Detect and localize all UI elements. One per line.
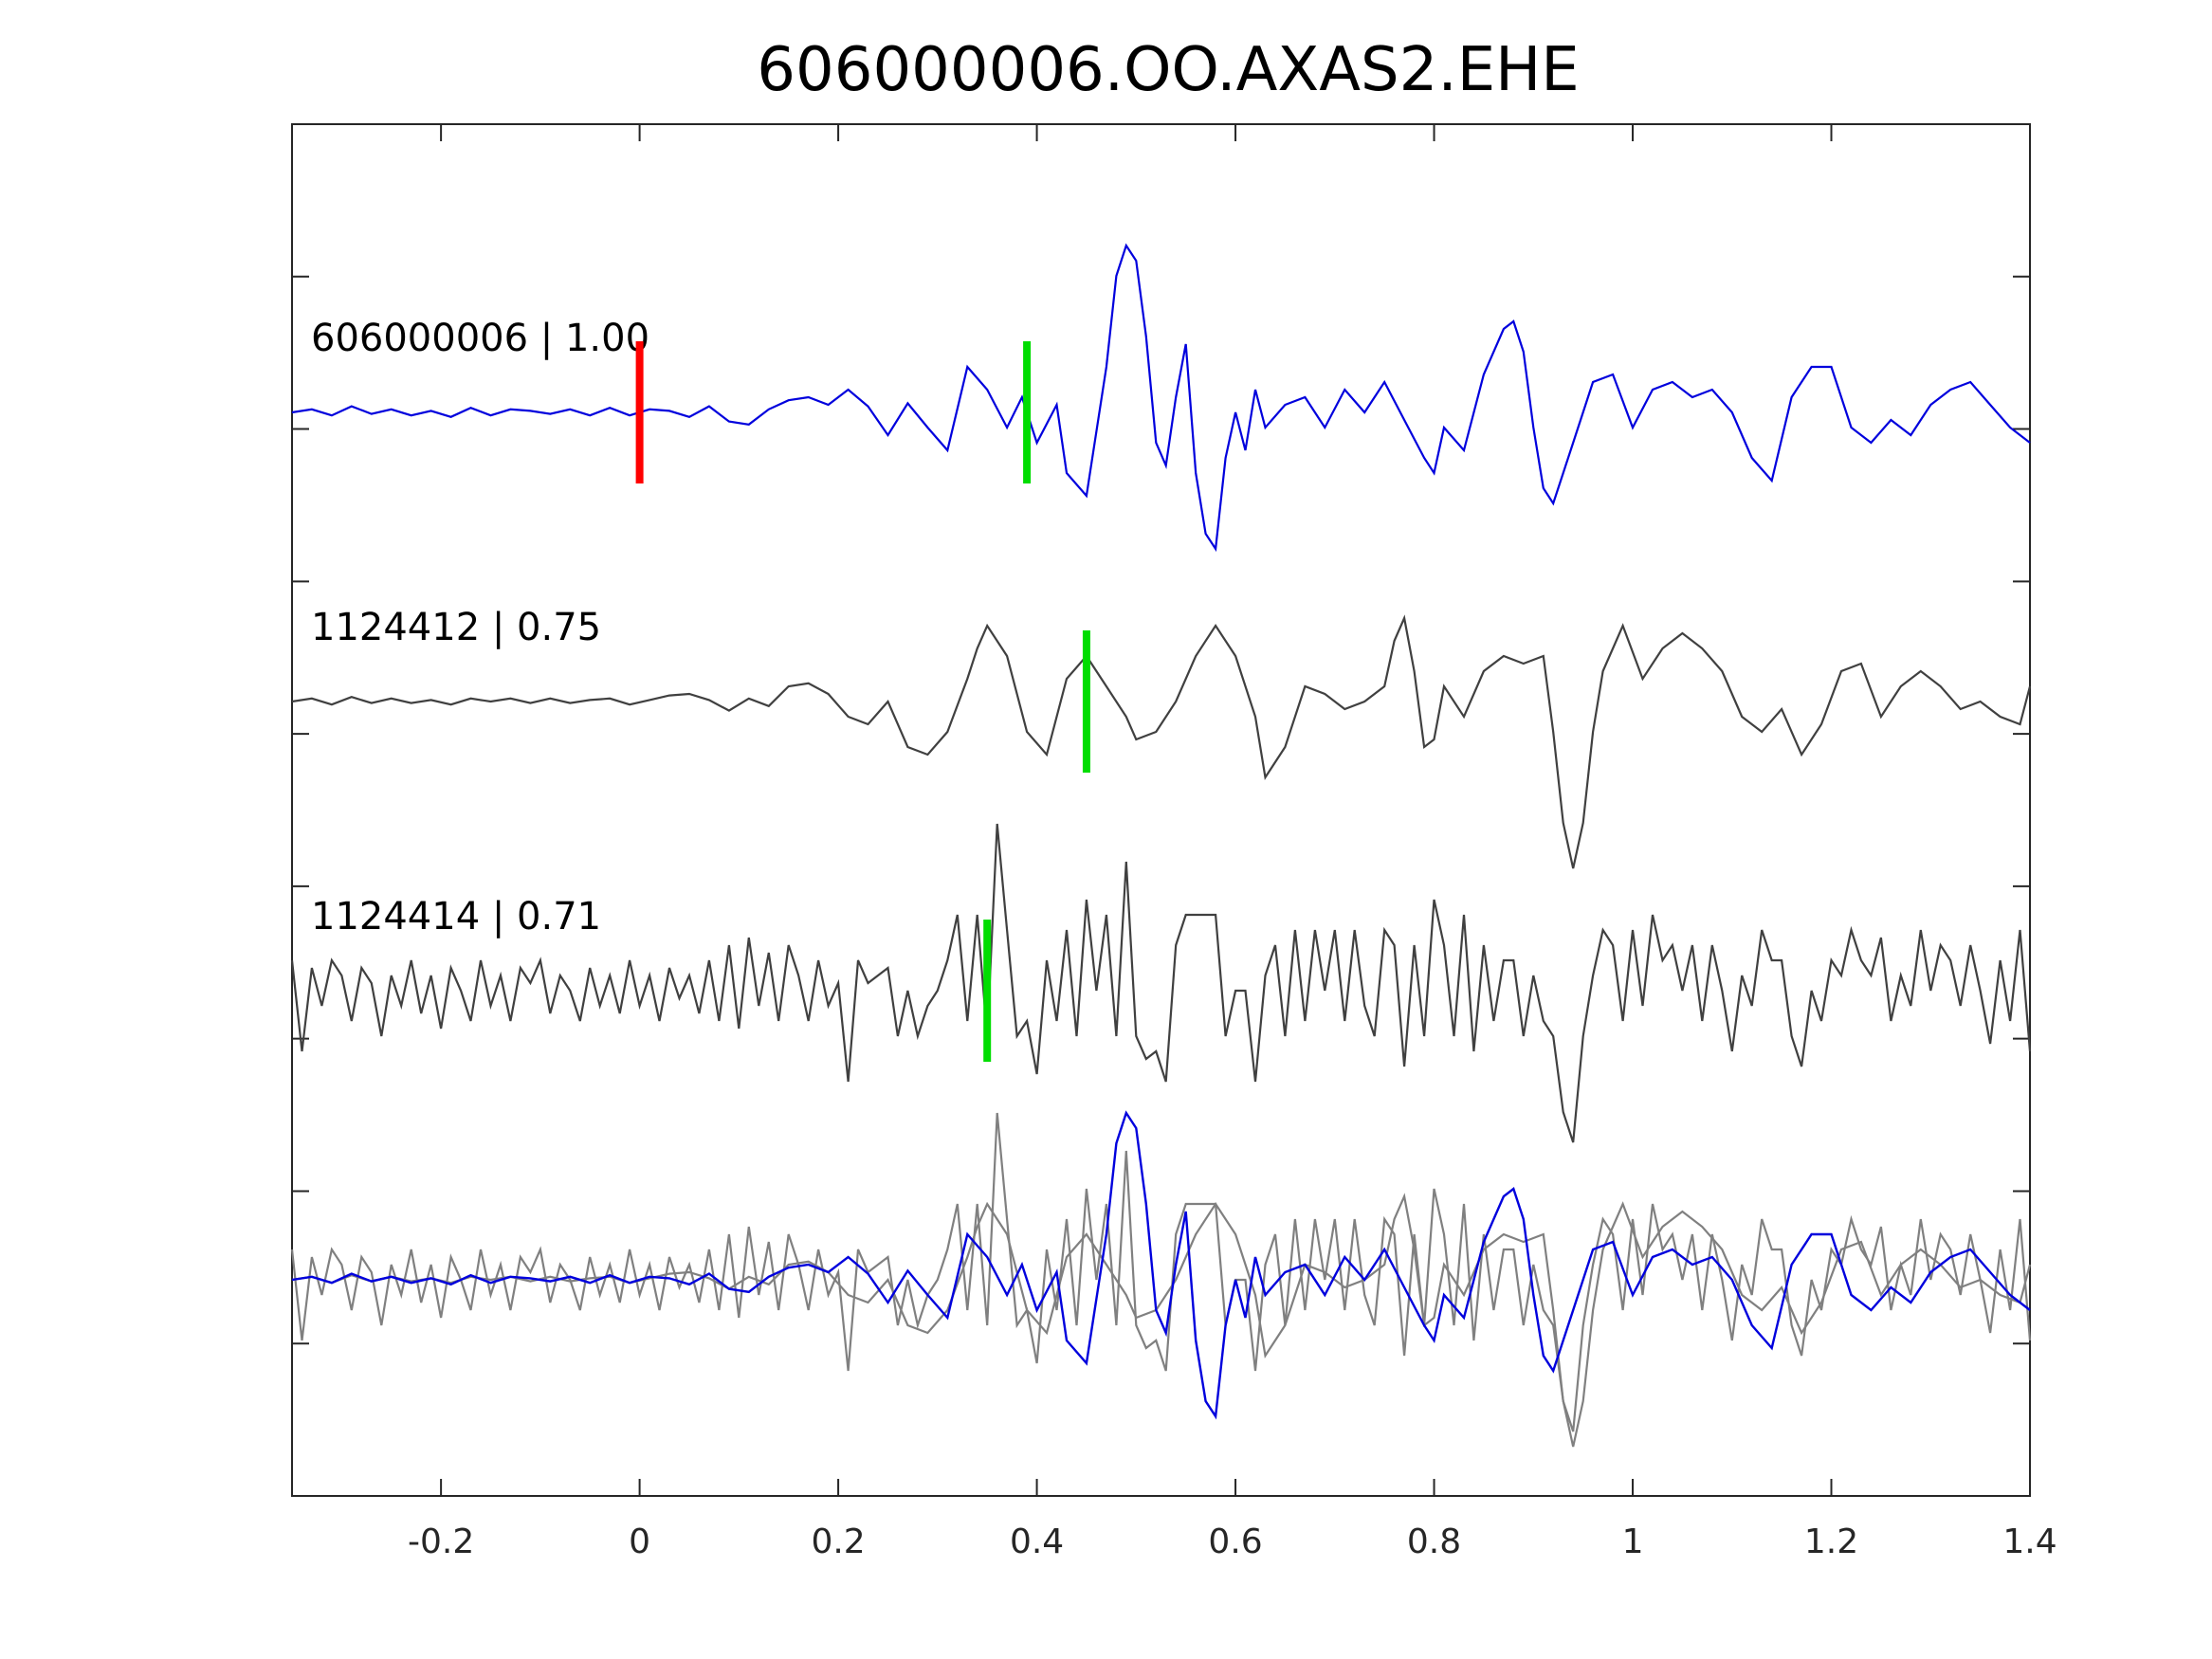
trace-label-1124414: 1124414 | 0.71 bbox=[311, 895, 601, 939]
x-tick-label-8: 1.4 bbox=[2002, 1522, 2057, 1561]
trace-606000006 bbox=[291, 243, 2031, 553]
trace-label-1124412: 1124412 | 0.75 bbox=[311, 606, 601, 649]
x-tick-label-4: 0.6 bbox=[1208, 1522, 1262, 1561]
x-tick-label-3: 0.4 bbox=[1010, 1522, 1064, 1561]
x-tick-label-7: 1.2 bbox=[1804, 1522, 1858, 1561]
x-tick-label-0: -0.2 bbox=[408, 1522, 474, 1561]
x-tick-label-2: 0.2 bbox=[811, 1522, 865, 1561]
x-tick-label-1: 0 bbox=[629, 1522, 650, 1561]
trace-label-606000006: 606000006 | 1.00 bbox=[311, 317, 649, 360]
trace-1124412 bbox=[291, 614, 2032, 869]
x-tick-label-6: 1 bbox=[1622, 1522, 1644, 1561]
trace-1124414 bbox=[290, 823, 2032, 1143]
overlay-trace-1124414 bbox=[290, 1112, 2032, 1432]
x-tick-label-5: 0.8 bbox=[1407, 1522, 1461, 1561]
overlay-trace-606000006 bbox=[291, 1110, 2031, 1420]
axes-frame bbox=[291, 123, 2031, 1497]
plot-area: -0.2 0 0.2 0.4 0.6 0.8 1 1.2 1.4 606000006 | 1.00… bbox=[290, 123, 2057, 1561]
chart-title: 606000006.OO.AXAS2.EHE bbox=[757, 35, 1579, 105]
